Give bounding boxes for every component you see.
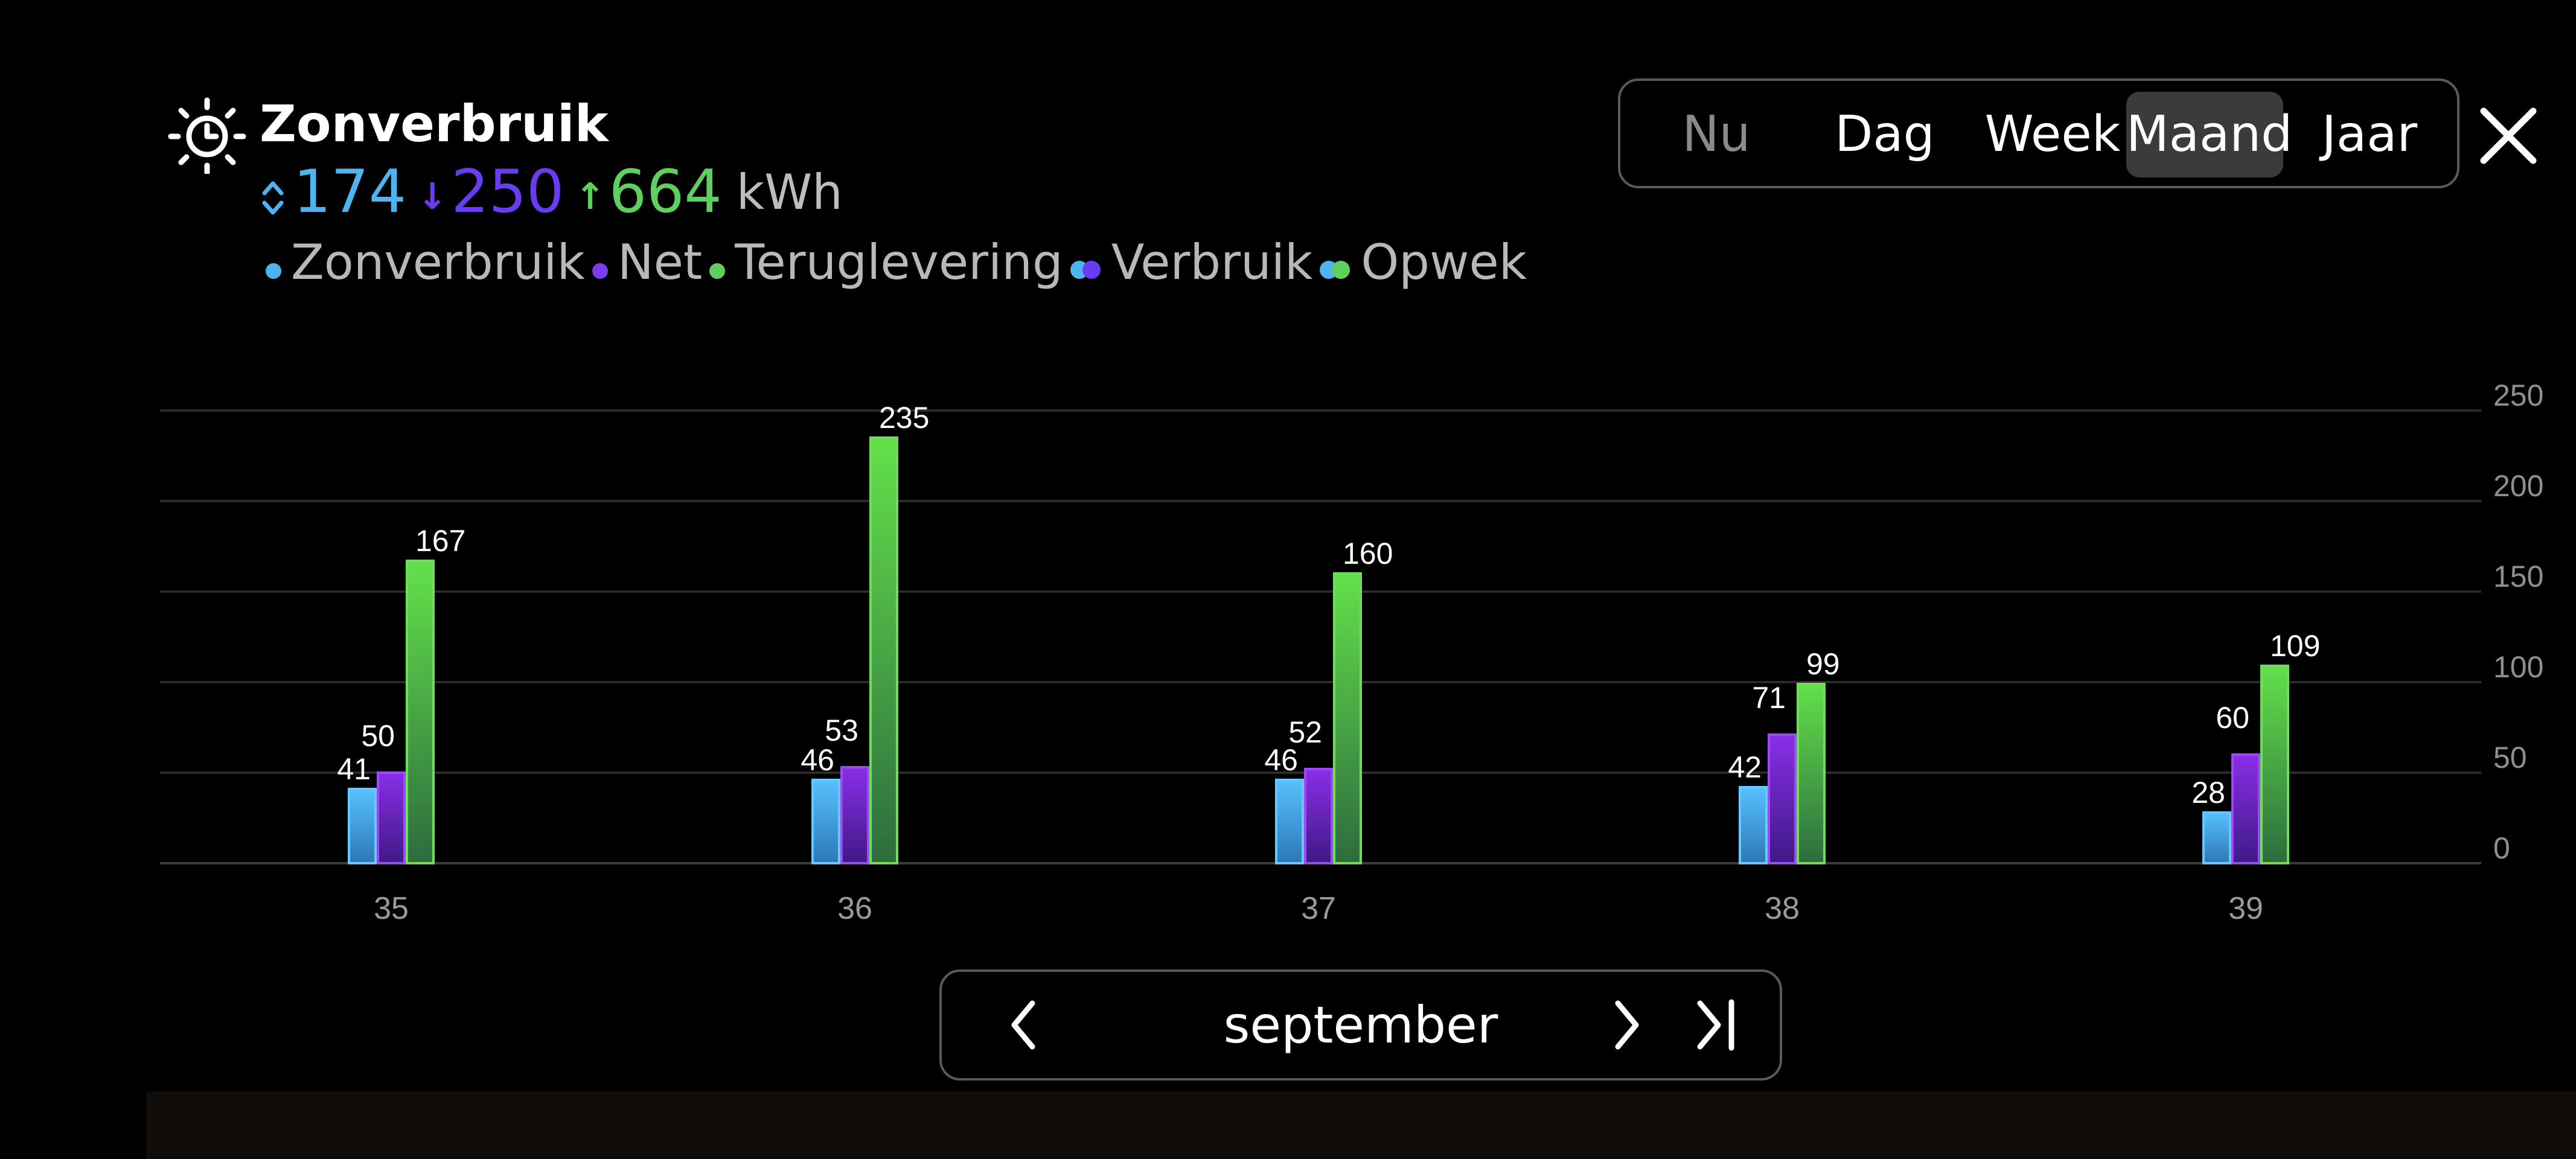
data-label: 99 xyxy=(1806,647,1840,681)
legend-label: Verbruik xyxy=(1111,234,1313,290)
legend-label: Teruglevering xyxy=(735,234,1063,290)
data-label: 28 xyxy=(2191,776,2225,809)
chart-legend: Zonverbruik Net Teruglevering Verbruik O… xyxy=(266,229,1534,296)
bar-net-36[interactable] xyxy=(840,766,869,864)
legend-item-teruglevering[interactable]: Teruglevering xyxy=(709,229,1063,296)
tab-nu[interactable]: Nu xyxy=(1682,106,1751,163)
close-icon[interactable] xyxy=(2475,103,2542,169)
bar-teruglevering-37[interactable] xyxy=(1333,572,1362,864)
data-label: 50 xyxy=(361,719,395,753)
arrow-up-icon: ↑ xyxy=(575,176,606,218)
data-label: 41 xyxy=(337,752,371,786)
x-tick-label: 35 xyxy=(374,891,409,926)
bar-net-38[interactable] xyxy=(1768,733,1797,864)
legend-dual-dot-opwek xyxy=(1320,258,1352,282)
legend-label: Opwek xyxy=(1361,234,1527,290)
chevron-left-icon[interactable] xyxy=(994,994,1054,1056)
y-tick-label: 150 xyxy=(2493,560,2543,593)
bar-teruglevering-39[interactable] xyxy=(2260,665,2289,864)
summary-unit: kWh xyxy=(736,164,843,220)
x-tick-label: 37 xyxy=(1301,891,1336,926)
y-tick-label: 50 xyxy=(2493,741,2527,774)
skip-to-last-icon[interactable] xyxy=(1687,994,1747,1056)
data-label: 46 xyxy=(1264,743,1298,777)
legend-dot-zonverbruik xyxy=(266,263,281,279)
y-tick-label: 100 xyxy=(2493,650,2543,684)
grid-total: 250 xyxy=(451,158,564,226)
data-label: 160 xyxy=(1343,537,1393,570)
arrow-down-icon: ↓ xyxy=(417,176,448,218)
y-tick-label: 0 xyxy=(2493,831,2510,865)
return-total: 664 xyxy=(609,158,722,226)
legend-dot-net xyxy=(592,263,608,279)
data-label: 235 xyxy=(879,401,929,435)
bar-zonverbruik-35[interactable] xyxy=(348,788,377,864)
data-label: 53 xyxy=(825,714,858,747)
data-label: 46 xyxy=(801,743,834,777)
data-label: 42 xyxy=(1728,750,1762,784)
bar-net-35[interactable] xyxy=(377,771,406,864)
legend-item-zonverbruik[interactable]: Zonverbruik xyxy=(266,229,585,296)
legend-item-net[interactable]: Net xyxy=(592,229,702,296)
sun-clock-icon xyxy=(168,97,246,174)
bar-zonverbruik-39[interactable] xyxy=(2202,811,2231,864)
month-label: september xyxy=(1223,995,1498,1055)
legend-item-verbruik[interactable]: Verbruik xyxy=(1070,229,1313,296)
page-title: Zonverbruik xyxy=(260,94,609,153)
bar-teruglevering-38[interactable] xyxy=(1797,683,1826,864)
tab-dag[interactable]: Dag xyxy=(1835,106,1935,163)
x-tick-label: 36 xyxy=(837,891,872,926)
x-tick-label: 38 xyxy=(1765,891,1800,926)
up-down-arrows-icon xyxy=(262,181,284,215)
month-pager: september xyxy=(939,969,1782,1081)
legend-label: Zonverbruik xyxy=(291,234,585,290)
tab-jaar[interactable]: Jaar xyxy=(2321,106,2418,163)
self-use-total: 174 xyxy=(293,158,407,226)
bar-teruglevering-35[interactable] xyxy=(406,560,435,864)
y-tick-label: 200 xyxy=(2493,469,2543,503)
chevron-right-icon[interactable] xyxy=(1596,994,1657,1056)
period-selector: Nu Dag Week Maand Jaar xyxy=(1618,78,2459,188)
bar-net-39[interactable] xyxy=(2231,753,2260,864)
x-tick-label: 39 xyxy=(2228,891,2263,926)
legend-dual-dot-verbruik xyxy=(1070,258,1103,282)
bar-teruglevering-36[interactable] xyxy=(869,436,898,864)
bar-zonverbruik-37[interactable] xyxy=(1275,779,1304,864)
bar-zonverbruik-38[interactable] xyxy=(1739,786,1768,864)
data-label: 60 xyxy=(2216,701,2249,735)
data-label: 109 xyxy=(2270,629,2320,663)
summary-totals: 174 ↓ 250 ↑ 664 kWh xyxy=(260,156,843,228)
bar-zonverbruik-36[interactable] xyxy=(811,779,840,864)
legend-item-opwek[interactable]: Opwek xyxy=(1320,229,1527,296)
data-label: 167 xyxy=(415,524,465,558)
bar-net-37[interactable] xyxy=(1304,768,1333,864)
data-label: 52 xyxy=(1288,715,1322,749)
legend-label: Net xyxy=(617,234,703,290)
tab-maand[interactable]: Maand xyxy=(2126,92,2292,177)
y-tick-label: 250 xyxy=(2493,378,2543,412)
bottom-panel xyxy=(146,1091,2576,1159)
legend-dot-teruglevering xyxy=(709,263,726,279)
data-label: 71 xyxy=(1752,681,1786,715)
tab-week[interactable]: Week xyxy=(1984,106,2121,163)
